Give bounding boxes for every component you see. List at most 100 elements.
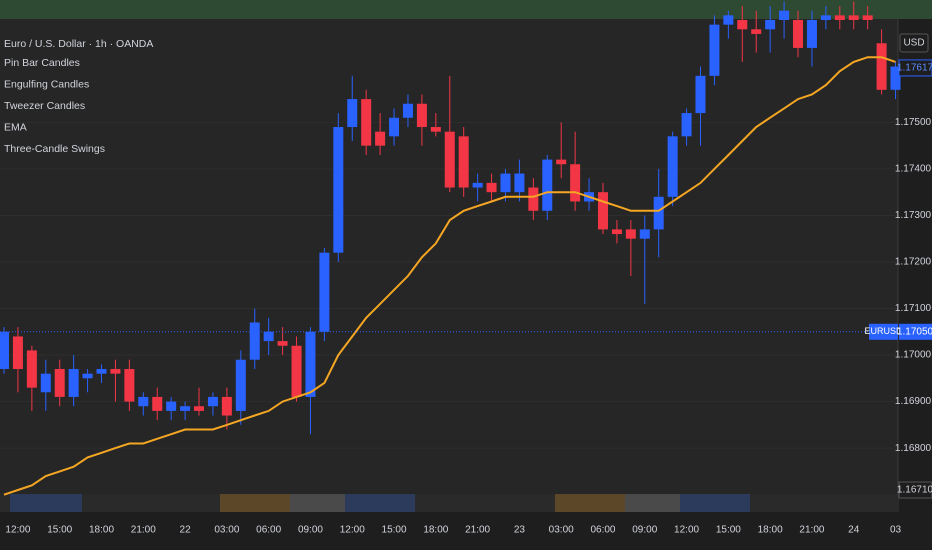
- plot-area: [0, 19, 898, 494]
- candle-body: [291, 345, 302, 397]
- x-tick-label: 18:00: [89, 525, 114, 536]
- candle-body: [820, 15, 831, 20]
- high-marker-label: 1.17617: [897, 63, 932, 74]
- session-bar: [0, 494, 898, 512]
- candle-body: [625, 229, 636, 239]
- candle-body: [166, 401, 177, 411]
- candle-body: [458, 136, 469, 188]
- candle-body: [862, 15, 873, 20]
- plot: [0, 1, 901, 496]
- x-tick-label: 06:00: [256, 525, 281, 536]
- candle-body: [751, 29, 762, 34]
- candle-body: [486, 182, 497, 193]
- candle-body: [570, 164, 581, 202]
- candle-body: [124, 369, 135, 402]
- x-tick-label: 21:00: [799, 525, 824, 536]
- x-tick-label: 03: [890, 525, 902, 536]
- candle-body: [528, 187, 539, 211]
- y-tick-label: 1.17300: [895, 210, 932, 221]
- currency: USD: [903, 38, 924, 49]
- x-tick-label: 18:00: [758, 525, 783, 536]
- candle-body: [723, 15, 734, 25]
- candle-body: [12, 336, 23, 370]
- session-block: [345, 494, 415, 512]
- session-block: [680, 494, 750, 512]
- x-tick-label: 12:00: [674, 525, 699, 536]
- candle-body: [416, 103, 427, 128]
- x-tick-label: 15:00: [47, 525, 72, 536]
- candle-body: [138, 396, 149, 407]
- candle-body: [779, 10, 790, 20]
- x-tick-label: 12:00: [5, 525, 30, 536]
- session-block: [555, 494, 625, 512]
- low-marker-label: 1.16710: [897, 485, 932, 496]
- candle-body: [806, 20, 817, 48]
- candle-body: [68, 369, 79, 397]
- legend-entry: Pin Bar Candles: [4, 57, 80, 69]
- candle-body: [96, 369, 107, 374]
- y-tick-label: 1.17100: [895, 303, 932, 314]
- candle-body: [472, 182, 483, 188]
- x-tick-label: 24: [848, 525, 860, 536]
- candle-body: [82, 373, 93, 379]
- candle-body: [0, 331, 9, 370]
- session-bg: [0, 494, 898, 512]
- candle-body: [681, 113, 692, 137]
- low-marker-box: [898, 481, 932, 499]
- price-name-box: [869, 323, 898, 340]
- candle-body: [848, 15, 859, 20]
- legend-entry: EMA: [4, 122, 27, 134]
- candle-body: [305, 331, 316, 397]
- candle-body: [709, 24, 720, 76]
- candle-body: [347, 99, 358, 128]
- candle-body: [207, 396, 218, 407]
- x-tick-label: 18:00: [423, 525, 448, 536]
- candle-body: [263, 331, 274, 342]
- x-tick-label: 21:00: [131, 525, 156, 536]
- y-tick-label: 1.16900: [895, 396, 932, 407]
- candle-body: [235, 359, 246, 411]
- candle-body: [556, 159, 567, 165]
- x-tick-label: 06:00: [590, 525, 615, 536]
- candle-body: [389, 117, 400, 137]
- session-block: [220, 494, 290, 512]
- legend-entry: Engulfing Candles: [4, 78, 89, 90]
- candle-body: [152, 396, 163, 411]
- x-tick-label: 03:00: [549, 525, 574, 536]
- candle-body: [876, 43, 887, 90]
- y-tick-label: 1.17200: [895, 257, 932, 268]
- candle-body: [737, 20, 748, 30]
- y-tick-label: 1.17000: [895, 350, 932, 361]
- price-value-box: [899, 323, 932, 340]
- candle-body: [375, 131, 386, 146]
- candle-body: [653, 196, 664, 230]
- y-tick-label: 1.16800: [895, 443, 932, 454]
- session-block: [10, 494, 82, 512]
- x-tick-label: 15:00: [716, 525, 741, 536]
- candle-body: [611, 229, 622, 235]
- candle-body: [319, 252, 330, 332]
- candle-body: [444, 131, 455, 188]
- ema-line: [3, 56, 896, 496]
- x-tick-label: 15:00: [382, 525, 407, 536]
- y-tick-label: 1.17400: [895, 164, 932, 175]
- x-tick-label: 22: [180, 525, 192, 536]
- candle-body: [54, 369, 65, 397]
- legend-entry: Tweezer Candles: [4, 100, 85, 112]
- candle-body: [514, 173, 525, 193]
- candle-body: [542, 159, 553, 211]
- candle-body: [834, 15, 845, 20]
- candle-body: [40, 373, 51, 393]
- candle-body: [765, 20, 776, 30]
- x-tick-label: 23: [514, 525, 526, 536]
- candle-body: [277, 341, 288, 346]
- x-tick-label: 09:00: [298, 525, 323, 536]
- candle-body: [793, 20, 804, 48]
- session-block: [290, 494, 345, 512]
- candle-body: [26, 350, 37, 388]
- candle-body: [597, 192, 608, 230]
- candle-body: [361, 99, 372, 146]
- session-block: [625, 494, 680, 512]
